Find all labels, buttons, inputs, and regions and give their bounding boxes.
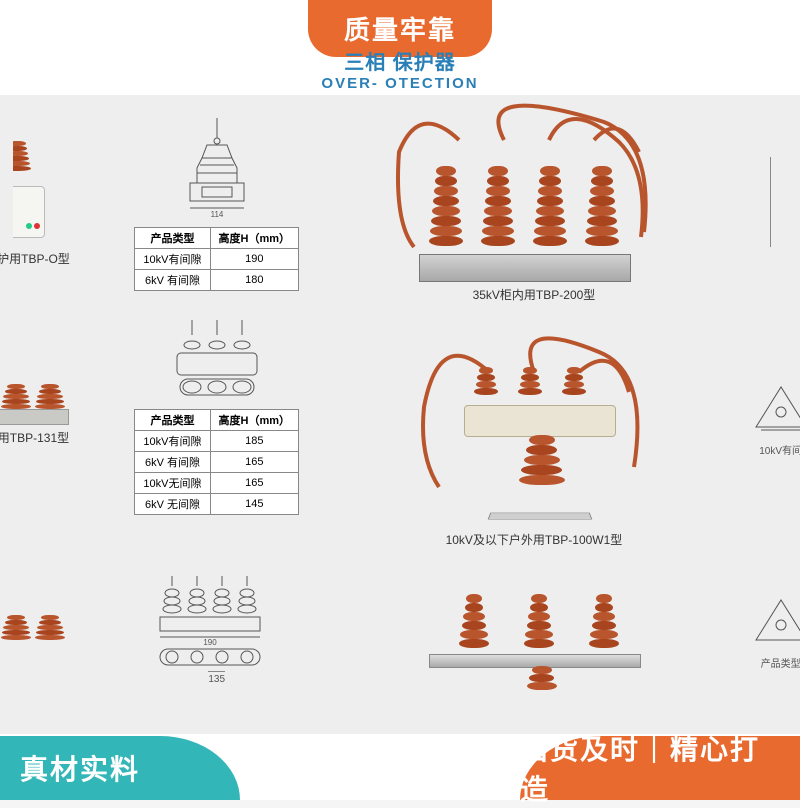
- header-cn: 三相 保护器: [0, 46, 800, 75]
- t1h1: 高度H（mm）: [210, 227, 299, 248]
- col-products: 35kV柜内用TBP-200型: [337, 95, 732, 734]
- product-tbp-100w1: 10kV及以下户外用TBP-100W1型: [337, 321, 732, 565]
- arr200-2: [481, 166, 515, 246]
- arrbar-down: [527, 666, 557, 690]
- arr200-1: [429, 166, 463, 246]
- t2r3c0: 6kV 无间隙: [135, 493, 210, 514]
- partial-tbp-131: 用TBP-131型: [0, 308, 97, 521]
- arr100-a: [474, 367, 498, 395]
- partial-bottom: [0, 521, 97, 734]
- t1r0c1: 190: [210, 248, 299, 269]
- arrbar-b: [524, 594, 554, 648]
- schematic-3-dim: 135: [208, 671, 225, 685]
- right-label-a: 10kV有间: [759, 442, 800, 457]
- t2r2c0: 10kV无间隙: [135, 472, 210, 493]
- t2r0c0: 10kV有间隙: [135, 430, 210, 451]
- t2h1: 高度H（mm）: [210, 409, 299, 430]
- col-left-partial: 护用TBP-O型: [0, 95, 97, 734]
- caption-tbp-o: 护用TBP-O型: [0, 250, 70, 267]
- caption-tbp-200: 35kV柜内用TBP-200型: [473, 286, 596, 303]
- content-inner: 护用TBP-O型: [0, 95, 800, 734]
- partial-device-o: [13, 136, 53, 246]
- tbp-200-render: [419, 112, 649, 282]
- t1h0: 产品类型: [135, 227, 210, 248]
- arrester-stack: [13, 141, 31, 171]
- partial-tbp-o: 护用TBP-O型: [0, 95, 97, 308]
- t1r0c0: 10kV有间隙: [135, 248, 210, 269]
- t1r1c1: 180: [210, 269, 299, 290]
- schematic-side-2: [152, 315, 282, 405]
- right-label-b: 产品类型: [761, 655, 800, 670]
- right-partial-2: 10kV有间: [731, 308, 800, 521]
- col-schematics: 114 产品类型 高度H（mm） 10kV有间隙 190 6kV 有间隙 180: [97, 95, 337, 734]
- schematic-four: 190: [152, 571, 282, 671]
- svg-text:114: 114: [210, 210, 223, 219]
- tri-diagram-2: [746, 585, 800, 655]
- arr100-b: [518, 367, 542, 395]
- bottom-left-text: 真材实料: [20, 748, 140, 788]
- arrbar-c: [589, 594, 619, 648]
- t2r1c1: 165: [210, 451, 299, 472]
- bar-render: [419, 584, 649, 714]
- product-tbp-200: 35kV柜内用TBP-200型: [337, 95, 732, 321]
- tri-diagram-1: [746, 372, 800, 442]
- header-en: OVER- OTECTION: [0, 75, 800, 92]
- arrester-stack-bota: [1, 615, 31, 640]
- t2r0c1: 185: [210, 430, 299, 451]
- page-root: { "banners": { "top": "质量牢靠", "bottom_le…: [0, 0, 800, 800]
- tbp-100w1-render: [419, 337, 649, 527]
- arrbar-a: [459, 594, 489, 648]
- schematic-front-1: 114: [152, 113, 282, 223]
- header-block: 三相 保护器 OVER- OTECTION: [0, 46, 800, 92]
- arr200-4: [585, 166, 619, 246]
- t2r2c1: 165: [210, 472, 299, 493]
- caption-tbp-100w1: 10kV及以下户外用TBP-100W1型: [446, 531, 623, 548]
- arrester-stack-131a: [1, 384, 31, 409]
- arr100-bottom: [519, 435, 565, 485]
- t2r1c0: 6kV 有间隙: [135, 451, 210, 472]
- t2r3c1: 145: [210, 493, 299, 514]
- arr200-3: [533, 166, 567, 246]
- spec-table-1: 产品类型 高度H（mm） 10kV有间隙 190 6kV 有间隙 180: [134, 227, 299, 291]
- bottom-right-badge: 出货及时｜精心打造: [520, 736, 800, 800]
- schematic-3: 190 135: [97, 521, 337, 734]
- schematic-1: 114 产品类型 高度H（mm） 10kV有间隙 190 6kV 有间隙 180: [97, 95, 337, 308]
- arrester-stack-131b: [35, 384, 65, 409]
- caption-tbp-131: 用TBP-131型: [0, 429, 69, 446]
- arr100-c: [562, 367, 586, 395]
- arrester-stack-botb: [35, 615, 65, 640]
- svg-text:190: 190: [203, 638, 217, 647]
- col-right-partial: 10kV有间 产品类型: [731, 95, 800, 734]
- bottom-right-text: 出货及时｜精心打造: [520, 728, 780, 808]
- right-partial-1: [731, 95, 800, 308]
- right-partial-3: 产品类型: [731, 521, 800, 734]
- schematic-2: 产品类型 高度H（mm） 10kV有间隙 185 6kV 有间隙 165 10k…: [97, 308, 337, 521]
- spec-table-2: 产品类型 高度H（mm） 10kV有间隙 185 6kV 有间隙 165 10k…: [134, 409, 299, 515]
- content-area: 护用TBP-O型: [0, 95, 800, 734]
- top-banner-text: 质量牢靠: [344, 15, 456, 45]
- product-bar: [337, 565, 732, 734]
- bottom-left-badge: 真材实料: [0, 736, 240, 800]
- t2h0: 产品类型: [135, 409, 210, 430]
- t1r1c0: 6kV 有间隙: [135, 269, 210, 290]
